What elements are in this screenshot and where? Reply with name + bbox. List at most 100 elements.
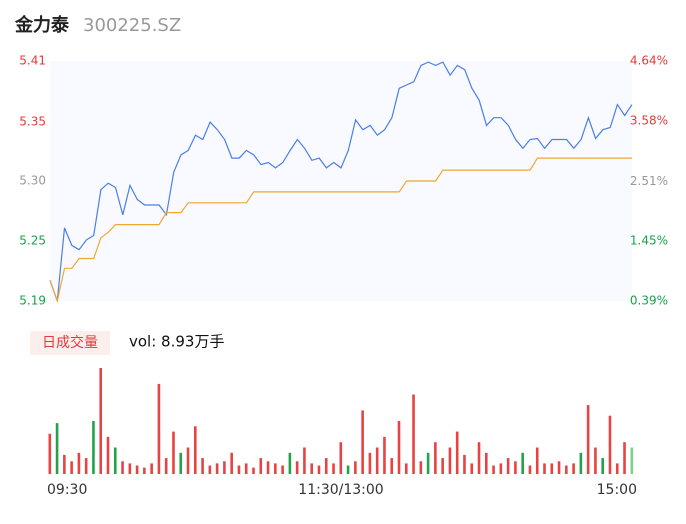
volume-bar	[121, 461, 124, 474]
plot-background	[50, 61, 632, 301]
volume-bar	[339, 442, 343, 474]
volume-bar	[128, 463, 132, 474]
volume-bar	[172, 431, 175, 474]
volume-bar	[463, 454, 466, 474]
volume-bar	[404, 463, 408, 474]
volume-bar	[368, 452, 372, 474]
volume-bar	[186, 447, 190, 474]
volume-bar	[84, 458, 88, 474]
price-line	[49, 61, 633, 302]
volume-bar	[514, 461, 517, 474]
volume-bar	[157, 383, 161, 474]
volume-bar	[535, 447, 539, 474]
y-tick-label: 5.35	[19, 115, 46, 129]
y2-tick-label: 2.51%	[630, 174, 668, 188]
volume-bar	[477, 442, 481, 474]
volume-bar	[383, 436, 386, 474]
volume-bar	[332, 463, 335, 474]
x-tick-label: 15:00	[597, 482, 637, 498]
volume-bar	[230, 452, 233, 474]
y2-tick-label: 0.39%	[630, 294, 668, 308]
volume-bar	[92, 421, 95, 474]
volume-bar	[448, 447, 452, 474]
volume-bar	[630, 447, 634, 474]
volume-bar	[557, 461, 561, 474]
volume-bar	[55, 423, 59, 474]
volume-bar	[295, 461, 299, 474]
volume-bar	[550, 463, 554, 474]
volume-bar	[237, 465, 241, 474]
volume-bar	[48, 433, 52, 474]
y2-tick-label: 3.58%	[630, 113, 668, 127]
volume-bar	[586, 405, 590, 474]
volume-bar	[565, 465, 568, 474]
volume-bar	[361, 410, 364, 474]
volume-bar	[499, 463, 503, 474]
x-tick-label: 09:30	[47, 482, 87, 498]
x-tick-label: 11:30/13:00	[298, 482, 383, 498]
volume-bar	[346, 465, 350, 474]
volume-bar	[113, 447, 117, 474]
volume-badge-text: 日成交量	[42, 334, 98, 351]
volume-total: vol: 8.93万手	[129, 333, 224, 351]
stock-name: 金力泰	[14, 14, 70, 36]
volume-bar	[397, 421, 401, 474]
volume-bar	[77, 452, 81, 474]
volume-bar	[419, 461, 423, 474]
volume-bar	[252, 467, 255, 474]
volume-bar	[244, 463, 248, 474]
volume-bar	[99, 368, 103, 474]
volume-bar	[375, 447, 379, 474]
volume-bar	[150, 463, 153, 474]
volume-bar	[223, 461, 226, 474]
y-tick-label: 5.19	[19, 294, 46, 308]
volume-bar	[215, 463, 219, 474]
volume-bar	[266, 461, 270, 474]
volume-bar	[274, 463, 277, 474]
volume-bar	[143, 467, 146, 474]
volume-badge	[30, 331, 110, 355]
volume-bar	[63, 454, 66, 474]
volume-bar	[506, 458, 510, 474]
volume-bar	[201, 458, 204, 474]
volume-bar	[281, 465, 284, 474]
y-tick-label: 5.25	[19, 234, 46, 248]
y2-tick-label: 4.64%	[630, 54, 668, 68]
volume-bar	[390, 458, 394, 474]
volume-bar	[521, 452, 524, 474]
volume-bar	[434, 442, 437, 474]
volume-bar	[324, 458, 328, 474]
price-line	[49, 157, 632, 304]
volume-bar	[594, 447, 597, 474]
volume-bar	[543, 463, 546, 474]
volume-bar	[354, 461, 357, 474]
volume-bar	[441, 458, 444, 474]
volume-bar	[310, 463, 313, 474]
volume-bar	[259, 458, 263, 474]
y-tick-label: 5.30	[19, 174, 46, 188]
volume-bar	[470, 463, 474, 474]
volume-bar	[106, 436, 110, 474]
volume-bar	[135, 465, 139, 474]
y2-tick-label: 1.45%	[630, 234, 668, 248]
volume-bar	[492, 465, 495, 474]
volume-bar	[579, 452, 583, 474]
stock-code: 300225.SZ	[83, 15, 181, 36]
volume-bar	[426, 452, 430, 474]
volume-bar	[208, 465, 212, 474]
volume-bar	[528, 465, 532, 474]
volume-bar	[623, 442, 626, 474]
volume-bar	[601, 458, 604, 474]
volume-bar	[572, 463, 575, 474]
volume-bar	[455, 431, 459, 474]
volume-bar	[70, 461, 73, 474]
volume-bar	[303, 447, 306, 474]
y-tick-label: 5.41	[19, 54, 46, 68]
volume-bar	[615, 463, 619, 474]
volume-bar	[164, 458, 168, 474]
volume-bar	[194, 426, 197, 474]
volume-bar	[317, 465, 321, 474]
volume-bar	[608, 415, 612, 474]
volume-bar	[288, 452, 292, 474]
